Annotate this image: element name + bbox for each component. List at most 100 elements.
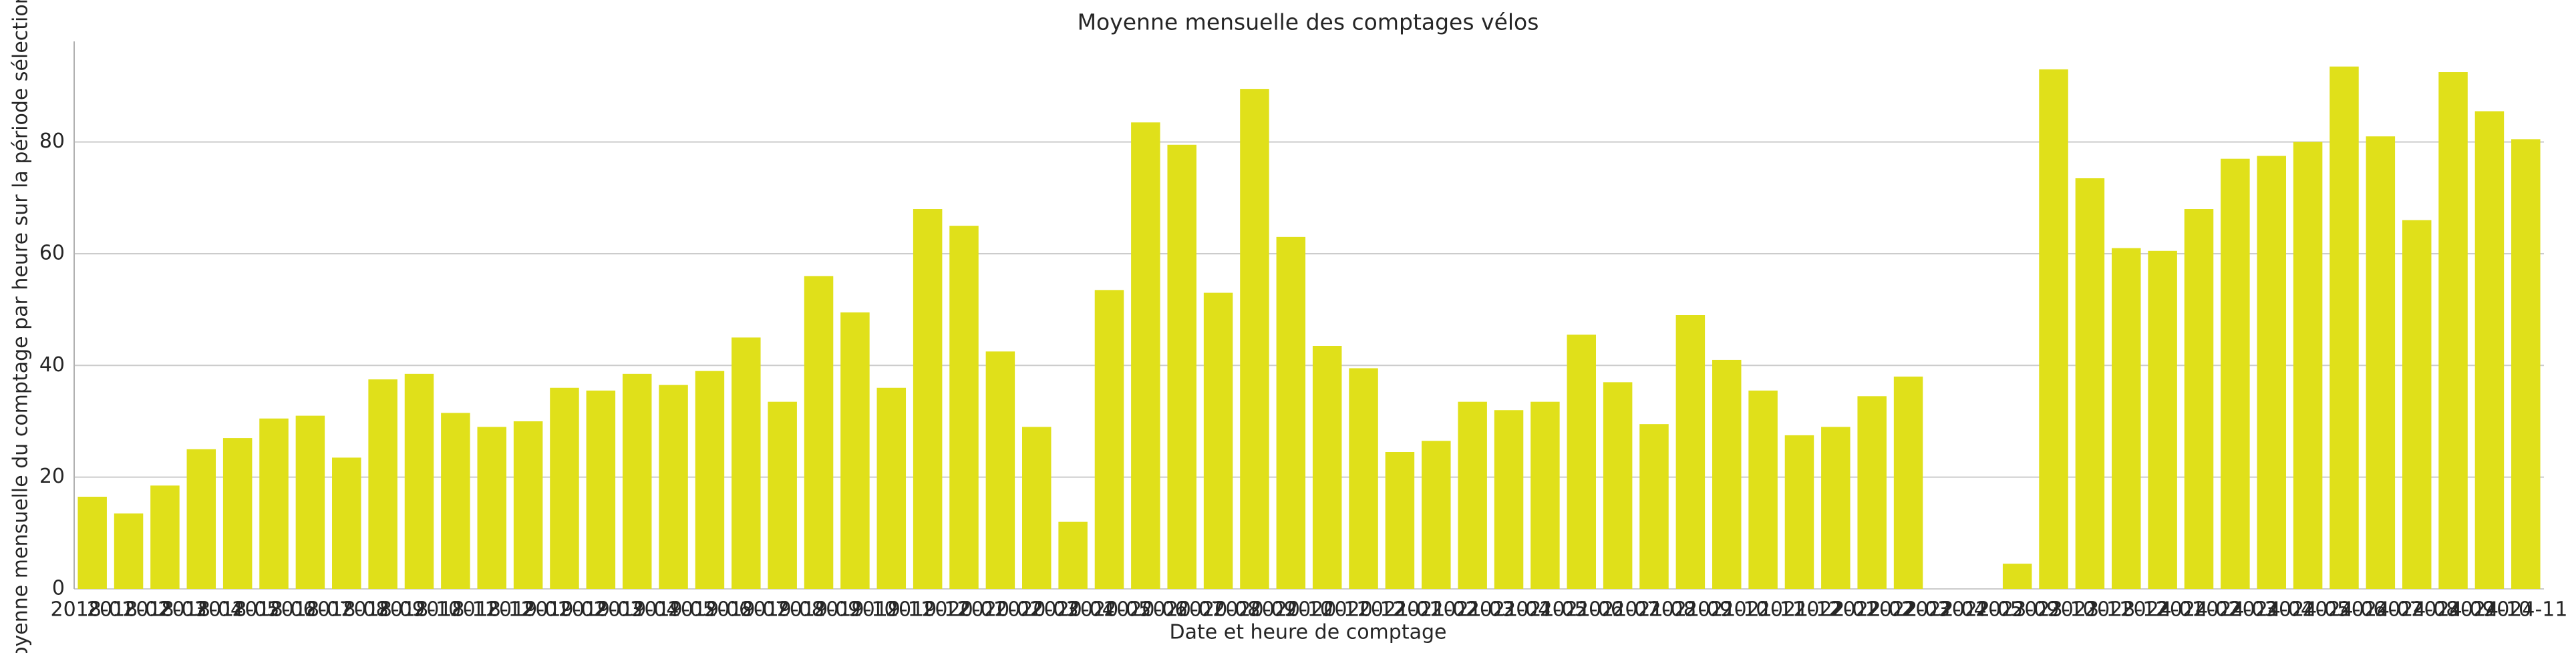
bar (804, 276, 834, 589)
bar (985, 351, 1015, 589)
x-tick-label: 2020-11 (1285, 598, 1369, 622)
x-tick-label: 2021-06 (1540, 598, 1623, 622)
x-tick-label: 2024-06 (2302, 598, 2386, 622)
x-tick-label: 2021-03 (1430, 598, 1514, 622)
bar (1349, 368, 1378, 589)
bar (1240, 89, 1269, 590)
bar (332, 457, 361, 589)
bar (2293, 142, 2323, 589)
bar (622, 373, 652, 589)
bar (2438, 72, 2468, 590)
x-tick-label: 2024-05 (2266, 598, 2350, 622)
bar (114, 513, 144, 589)
bar (1021, 427, 1052, 589)
x-tick-label: 2018-06 (232, 598, 315, 622)
bar (1567, 335, 1597, 589)
x-tick-label: 2018-04 (160, 598, 243, 622)
x-tick-label: 2024-09 (2411, 598, 2494, 622)
x-tick-label: 2019-09 (777, 598, 860, 622)
bar (1857, 396, 1887, 589)
x-tick-label: 2019-01 (486, 598, 570, 622)
x-tick-label: 2024-04 (2230, 598, 2313, 622)
y-tick-label: 40 (39, 353, 65, 377)
x-tick-label: 2020-07 (1140, 598, 1224, 622)
x-tick-label: 2022-04 (1903, 598, 1986, 622)
bar (477, 427, 506, 589)
x-tick-label: 2020-02 (959, 598, 1042, 622)
x-tick-label: 2022-05 (1939, 598, 2023, 622)
x-tick-label: 2024-07 (2339, 598, 2422, 622)
bar (1675, 315, 1706, 589)
x-tick-label: 2021-01 (1358, 598, 1442, 622)
bar (2002, 564, 2032, 589)
x-tick-label: 2018-03 (123, 598, 206, 622)
bar (513, 421, 543, 589)
bar (840, 312, 870, 589)
bar (222, 438, 253, 589)
x-tick-label: 2019-07 (704, 598, 788, 622)
bar (1821, 427, 1850, 589)
x-tick-label: 2022-01 (1794, 598, 1877, 622)
bar (659, 385, 688, 589)
x-tick-label: 2022-02 (1830, 598, 1914, 622)
x-tick-label: 2024-10 (2448, 598, 2531, 622)
x-tick-label: 2019-05 (631, 598, 715, 622)
y-tick-label: 20 (39, 465, 65, 488)
x-tick-label: 2021-08 (1612, 598, 1696, 622)
bar (1385, 452, 1415, 589)
x-tick-label: 2021-11 (1721, 598, 1804, 622)
bar (695, 371, 725, 589)
x-tick-label: 2024-02 (2157, 598, 2241, 622)
x-tick-label: 2021-07 (1576, 598, 1659, 622)
bar (404, 373, 434, 589)
x-tick-label: 2023-09 (1975, 598, 2059, 622)
bar (2184, 209, 2214, 590)
x-tick-label: 2019-11 (850, 598, 933, 622)
bar (1494, 410, 1524, 589)
x-tick-label: 2020-03 (995, 598, 1078, 622)
bar (550, 387, 579, 589)
bar (1094, 290, 1124, 589)
x-tick-label: 2020-12 (1321, 598, 1405, 622)
bar (2511, 139, 2541, 589)
bar (1312, 346, 1342, 589)
y-tick-label: 60 (39, 241, 65, 264)
bar (876, 387, 907, 589)
x-tick-label: 2019-12 (886, 598, 969, 622)
x-tick-label: 2018-07 (269, 598, 352, 622)
x-tick-label: 2020-01 (922, 598, 1005, 622)
bar (2474, 111, 2505, 589)
x-tick-label: 2018-02 (87, 598, 170, 622)
x-tick-label: 2024-11 (2484, 598, 2567, 622)
x-tick-label: 2019-04 (595, 598, 679, 622)
x-tick-label: 2021-04 (1467, 598, 1551, 622)
bar (2039, 69, 2068, 589)
x-tick-label: 2018-08 (305, 598, 388, 622)
x-tick-label: 2020-08 (1176, 598, 1260, 622)
x-tick-label: 2020-10 (1249, 598, 1333, 622)
bar (1603, 382, 1633, 589)
x-tick-label: 2020-04 (1031, 598, 1114, 622)
x-tick-label: 2021-02 (1394, 598, 1478, 622)
bar (1784, 435, 1814, 589)
x-tick-label: 2020-09 (1213, 598, 1296, 622)
x-tick-label: 2022-03 (1867, 598, 1950, 622)
x-tick-label: 2024-01 (2120, 598, 2204, 622)
bar (1131, 122, 1160, 589)
y-tick-label: 0 (52, 577, 65, 600)
bar (150, 485, 180, 589)
x-tick-label: 2018-09 (341, 598, 424, 622)
x-tick-label: 2023-10 (2011, 598, 2095, 622)
x-tick-label: 2019-03 (559, 598, 643, 622)
bar (1203, 292, 1233, 589)
x-tick-label: 2019-08 (740, 598, 824, 622)
bar (441, 413, 470, 589)
bar (1167, 144, 1196, 590)
x-axis-label: Date et heure de comptage (1170, 621, 1447, 644)
bar (2148, 250, 2177, 589)
x-tick-label: 2024-03 (2193, 598, 2277, 622)
bar (186, 449, 216, 589)
x-tick-label: 2018-11 (414, 598, 497, 622)
bar (732, 337, 761, 589)
